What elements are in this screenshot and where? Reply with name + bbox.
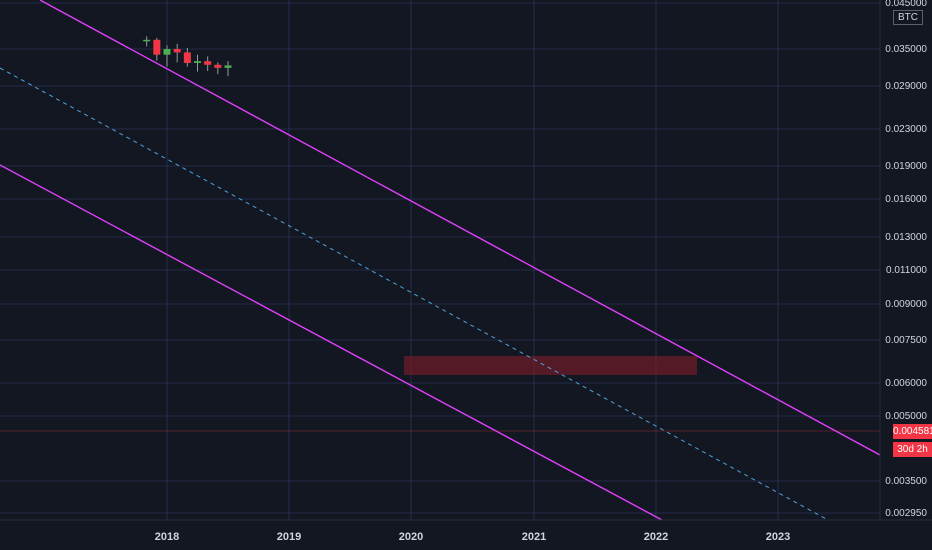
y-tick-label: 0.007500 xyxy=(885,335,927,346)
y-tick-label: 0.003500 xyxy=(885,476,927,487)
midline-dashed xyxy=(0,67,829,521)
y-tick-label: 0.006000 xyxy=(885,378,927,389)
candle-up xyxy=(143,39,151,42)
y-tick-label: 0.016000 xyxy=(885,194,927,205)
countdown-tag: 30d 2h xyxy=(893,442,932,457)
y-tick-label: 0.023000 xyxy=(885,124,927,135)
y-tick-label: 0.035000 xyxy=(885,44,927,55)
grid xyxy=(0,0,880,520)
y-tick-label: 0.029000 xyxy=(885,81,927,92)
lower-channel-line xyxy=(0,164,663,521)
candle-down xyxy=(173,49,181,53)
x-axis: 2018 2019 2020 2021 2022 2023 xyxy=(0,519,932,543)
y-tick-label: 0.019000 xyxy=(885,161,927,172)
x-tick-label: 2020 xyxy=(399,531,423,543)
candles xyxy=(143,36,232,77)
y-tick-label: 0.005000 xyxy=(885,411,927,422)
resistance-zone xyxy=(404,356,697,375)
y-tick-label: 0.011000 xyxy=(886,265,927,276)
x-tick-label: 2023 xyxy=(766,531,790,543)
y-tick-label: 0.013000 xyxy=(885,232,927,243)
candle-up xyxy=(163,49,171,55)
candle-down xyxy=(204,61,212,65)
y-tick-label: 0.002950 xyxy=(885,508,927,519)
candle-down xyxy=(183,52,191,63)
candle-up xyxy=(194,61,201,63)
symbol-label: BTC xyxy=(893,10,923,25)
y-tick-label: 0.045000 xyxy=(885,0,927,9)
x-tick-label: 2019 xyxy=(277,531,301,543)
current-price-tag: 0.004581 xyxy=(893,424,932,439)
x-tick-label: 2021 xyxy=(522,531,546,543)
candle-down xyxy=(153,39,161,55)
x-tick-label: 2018 xyxy=(155,531,179,543)
upper-channel-line xyxy=(39,0,881,456)
y-tick-label: 0.009000 xyxy=(885,299,927,310)
candle-down xyxy=(214,64,222,68)
x-tick-label: 2022 xyxy=(644,531,668,543)
candle-up xyxy=(224,65,232,68)
y-axis: 0.045000 0.035000 0.029000 0.023000 0.019000… xyxy=(879,0,927,520)
